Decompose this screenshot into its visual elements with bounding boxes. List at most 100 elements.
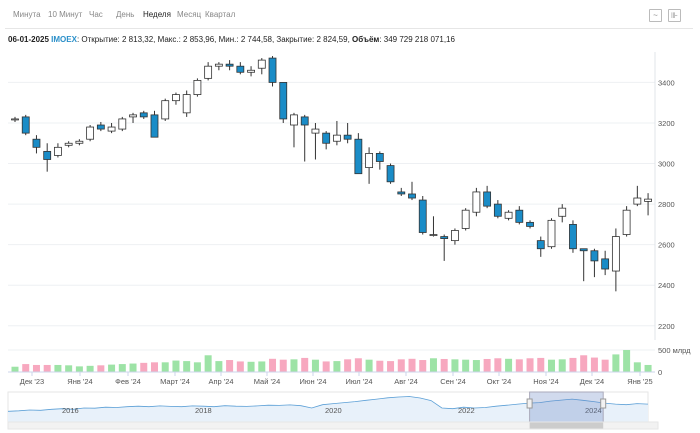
volume-bar bbox=[22, 364, 30, 372]
info-ohlc: : Открытие: 2 813,32, Макс.: 2 853,96, М… bbox=[76, 35, 350, 44]
navigator-year-label: 2024 bbox=[585, 406, 602, 415]
volume-bar bbox=[183, 361, 191, 372]
candle bbox=[21, 116, 30, 134]
candle bbox=[214, 63, 223, 67]
volume-bar bbox=[301, 357, 309, 372]
candle bbox=[225, 63, 234, 67]
candle bbox=[129, 114, 137, 118]
candle bbox=[397, 191, 406, 195]
navigator-handle[interactable] bbox=[600, 398, 607, 409]
candle bbox=[440, 236, 449, 239]
candle bbox=[54, 146, 62, 156]
tab-minute[interactable]: Минута bbox=[13, 10, 41, 19]
volume-bar bbox=[290, 359, 298, 372]
info-ticker: IMOEX bbox=[51, 35, 77, 44]
volume-bar bbox=[269, 358, 277, 372]
x-tick-label: Фев '24 bbox=[115, 377, 141, 386]
navigator-year-label: 2016 bbox=[62, 406, 79, 415]
candle bbox=[193, 79, 202, 95]
scrollbar-track[interactable] bbox=[7, 421, 659, 430]
scrollbar-thumb[interactable] bbox=[529, 422, 604, 429]
tab-hour[interactable]: Час bbox=[89, 10, 103, 19]
candle bbox=[43, 150, 52, 160]
volume-bar bbox=[494, 358, 502, 372]
candle bbox=[375, 153, 384, 162]
candle bbox=[322, 132, 331, 144]
volume-bar bbox=[97, 365, 105, 372]
x-tick-label: Сен '24 bbox=[440, 377, 466, 386]
candlestick-chart-icon[interactable]: ⊪ bbox=[668, 9, 681, 22]
volume-bar bbox=[11, 366, 19, 372]
navigator-area bbox=[8, 396, 648, 422]
navigator-window[interactable] bbox=[529, 391, 604, 423]
volume-bar bbox=[311, 359, 319, 372]
candle bbox=[418, 199, 427, 233]
candle bbox=[290, 114, 298, 126]
navigator-year-label: 2018 bbox=[195, 406, 212, 415]
info-date: 06-01-2025 bbox=[8, 35, 49, 44]
volume-bar bbox=[150, 362, 158, 372]
candle bbox=[107, 126, 116, 132]
volume-bar bbox=[32, 364, 40, 372]
candle bbox=[257, 59, 266, 69]
volume-bar bbox=[505, 358, 513, 372]
y-tick-label: 3000 bbox=[658, 160, 675, 169]
volume-bar bbox=[526, 358, 534, 372]
x-tick-label: Ноя '24 bbox=[533, 377, 559, 386]
volume-bar bbox=[537, 357, 545, 372]
tab-day[interactable]: День bbox=[116, 10, 135, 19]
tab-10-minutes[interactable]: 10 Минут bbox=[48, 10, 83, 19]
volume-bar bbox=[623, 350, 631, 372]
volume-bar bbox=[322, 361, 330, 372]
candle bbox=[429, 234, 438, 236]
ohlc-info-bar: 06-01-2025 IMOEX: Открытие: 2 813,32, Ма… bbox=[8, 35, 455, 44]
y-tick-label: 2400 bbox=[658, 281, 675, 290]
volume-bar bbox=[65, 365, 73, 372]
volume-bar bbox=[644, 364, 652, 372]
candle bbox=[300, 116, 309, 126]
volume-bar bbox=[204, 355, 212, 372]
y-tick-label: 3200 bbox=[658, 119, 675, 128]
candle bbox=[536, 240, 545, 250]
volume-bar bbox=[129, 363, 137, 372]
candle bbox=[386, 165, 395, 183]
candle bbox=[172, 94, 180, 102]
candle bbox=[204, 65, 213, 79]
volume-bar bbox=[118, 364, 126, 372]
volume-bar bbox=[558, 359, 566, 372]
volume-bar bbox=[354, 358, 362, 372]
volume-tick-label: 500 млрд bbox=[658, 346, 691, 355]
tab-month[interactable]: Месяц bbox=[177, 10, 202, 19]
candle bbox=[354, 138, 363, 175]
candle bbox=[569, 223, 577, 250]
line-chart-icon[interactable]: ~ bbox=[649, 9, 662, 22]
candle bbox=[75, 140, 84, 144]
volume-bar bbox=[451, 359, 459, 372]
tab-quarter[interactable]: Квартал bbox=[205, 10, 236, 19]
candle bbox=[601, 258, 610, 270]
candle bbox=[311, 128, 320, 134]
volume-bar bbox=[462, 359, 470, 372]
volume-bar bbox=[193, 362, 201, 372]
volume-bar bbox=[376, 360, 384, 372]
candle bbox=[504, 211, 513, 219]
volume-bar bbox=[548, 359, 555, 372]
x-tick-label: Авг '24 bbox=[394, 377, 418, 386]
volume-bar bbox=[612, 354, 620, 372]
candle bbox=[461, 209, 470, 229]
candle bbox=[644, 198, 652, 202]
volume-tick-label: 0 bbox=[658, 368, 662, 377]
candle bbox=[451, 230, 459, 242]
volume-bar bbox=[258, 361, 266, 372]
y-tick-label: 3400 bbox=[658, 78, 675, 87]
volume-bar bbox=[140, 362, 148, 372]
x-tick-label: Апр '24 bbox=[208, 377, 233, 386]
x-tick-label: Май '24 bbox=[254, 377, 281, 386]
candle bbox=[268, 57, 277, 83]
volume-bar bbox=[590, 357, 598, 372]
navigator-handle[interactable] bbox=[526, 398, 533, 409]
tab-week[interactable]: Неделя bbox=[143, 10, 171, 19]
x-tick-label: Июн '24 bbox=[299, 377, 326, 386]
volume-bar bbox=[108, 364, 116, 372]
